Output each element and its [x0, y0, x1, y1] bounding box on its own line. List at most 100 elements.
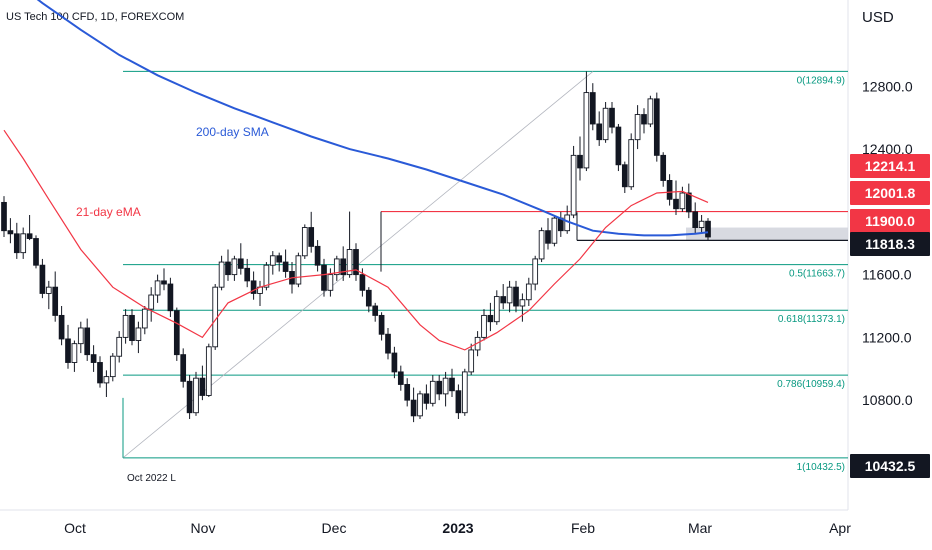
- candle-body-34: [218, 261, 225, 288]
- candle-body-83: [532, 258, 539, 285]
- candle-body-73: [468, 349, 475, 373]
- price-badge-bg-1: [850, 181, 930, 205]
- candle-body-22: [141, 308, 148, 329]
- candle-body-70: [449, 377, 455, 392]
- candle-body-28: [180, 354, 187, 382]
- candle-body-20: [129, 314, 135, 341]
- candle-body-72: [461, 371, 468, 414]
- candle-body-103: [660, 154, 667, 181]
- candle-body-14: [90, 354, 97, 363]
- candles: [1, 71, 711, 423]
- candle-body-79: [506, 286, 513, 304]
- candle-body-96: [615, 126, 622, 166]
- candle-body-63: [404, 384, 411, 401]
- x-tick-5: Mar: [688, 520, 712, 536]
- y-tick-0: 12800.0: [862, 78, 913, 94]
- candle-body-5: [33, 238, 39, 266]
- candle-body-21: [135, 327, 142, 341]
- horizontal-levels: [380, 210, 848, 272]
- candle-body-2: [13, 233, 20, 254]
- candle-body-58: [372, 305, 379, 316]
- candle-body-17: [109, 355, 116, 378]
- candle-body-107: [685, 192, 692, 213]
- candle-body-82: [525, 283, 532, 301]
- candle-body-11: [71, 343, 78, 363]
- candle-body-54: [346, 249, 353, 276]
- fibonacci-levels: 0(12894.9) 0.5(11663.7) 0.618(11373.1) 0.78…: [122, 70, 848, 473]
- candle-body-23: [148, 294, 155, 310]
- oct-low-annotation: Oct 2022 L: [127, 473, 176, 484]
- price-badges: 12214.1 12001.8 11900.0 11818.3 10432.5: [850, 154, 930, 478]
- candle-body-37: [237, 258, 244, 269]
- candle-body-90: [577, 154, 583, 169]
- fib-label-2: 0.618(11373.1): [778, 314, 845, 325]
- fib-label-3: 0.786(10959.4): [777, 379, 845, 390]
- sma200-annotation: 200-day SMA: [196, 125, 269, 139]
- price-badge-bg-0: [850, 154, 930, 178]
- candle-body-61: [391, 352, 398, 373]
- candle-body-18: [116, 336, 123, 357]
- chart-title: US Tech 100 CFD, 1D, FOREXCOM: [6, 11, 184, 23]
- x-tick-2: Dec: [322, 520, 347, 536]
- candle-body-46: [295, 255, 302, 285]
- candle-body-50: [321, 264, 327, 291]
- price-badge-bg-2: [850, 209, 930, 233]
- fib-label-0: 0(12894.9): [797, 75, 845, 86]
- x-tick-3: 2023: [442, 520, 473, 536]
- candle-body-31: [199, 377, 206, 396]
- candle-body-67: [429, 380, 436, 404]
- candle-body-68: [436, 380, 443, 395]
- candle-body-91: [583, 92, 590, 169]
- candle-body-80: [513, 286, 519, 307]
- x-axis-ticks: Oct Nov Dec 2023 Feb Mar Apr: [64, 520, 851, 536]
- candle-body-98: [628, 139, 635, 188]
- candle-body-94: [602, 107, 609, 141]
- candle-body-0: [1, 201, 7, 232]
- candle-body-41: [263, 264, 270, 288]
- candle-body-19: [122, 314, 129, 338]
- sma200-line: [36, 0, 709, 237]
- candle-body-60: [385, 333, 391, 354]
- y-tick-2: 11600.0: [862, 267, 912, 283]
- candle-body-24: [154, 280, 161, 296]
- candle-body-10: [65, 338, 71, 363]
- price-badge-bg-3: [850, 232, 930, 256]
- candle-body-69: [442, 377, 449, 395]
- candle-body-13: [84, 327, 91, 356]
- candle-body-100: [641, 114, 647, 125]
- candle-body-8: [52, 286, 59, 316]
- candle-body-53: [340, 258, 347, 276]
- candle-body-101: [647, 98, 654, 125]
- x-tick-4: Feb: [571, 520, 595, 536]
- annotations: 200-day SMA 21-day eMA Oct 2022 L: [76, 125, 269, 484]
- candle-body-25: [161, 280, 167, 285]
- candle-body-26: [167, 283, 174, 312]
- price-badge-2: 11900.0: [865, 213, 915, 229]
- x-tick-6: Apr: [829, 520, 851, 536]
- candle-body-104: [666, 180, 673, 200]
- candle-body-36: [231, 258, 238, 276]
- candle-body-84: [538, 230, 545, 260]
- moving-averages: [3, 0, 709, 351]
- candle-body-95: [609, 107, 615, 128]
- candle-body-71: [455, 390, 462, 414]
- support-zone: [686, 227, 848, 241]
- candle-body-56: [359, 274, 366, 291]
- candle-body-52: [333, 258, 340, 276]
- candle-body-6: [39, 264, 46, 294]
- price-badge-bg-4: [850, 454, 930, 478]
- candle-body-51: [327, 274, 334, 291]
- fib-label-1: 0.5(11663.7): [789, 269, 845, 280]
- candle-body-78: [500, 296, 507, 304]
- candle-body-42: [269, 255, 276, 266]
- candle-body-32: [205, 346, 212, 396]
- candle-body-106: [679, 192, 686, 210]
- candle-body-65: [417, 393, 423, 417]
- candle-body-110: [705, 220, 711, 238]
- candle-body-9: [58, 314, 65, 340]
- candle-body-64: [410, 399, 417, 417]
- candle-body-35: [225, 261, 231, 276]
- candle-body-16: [103, 376, 110, 384]
